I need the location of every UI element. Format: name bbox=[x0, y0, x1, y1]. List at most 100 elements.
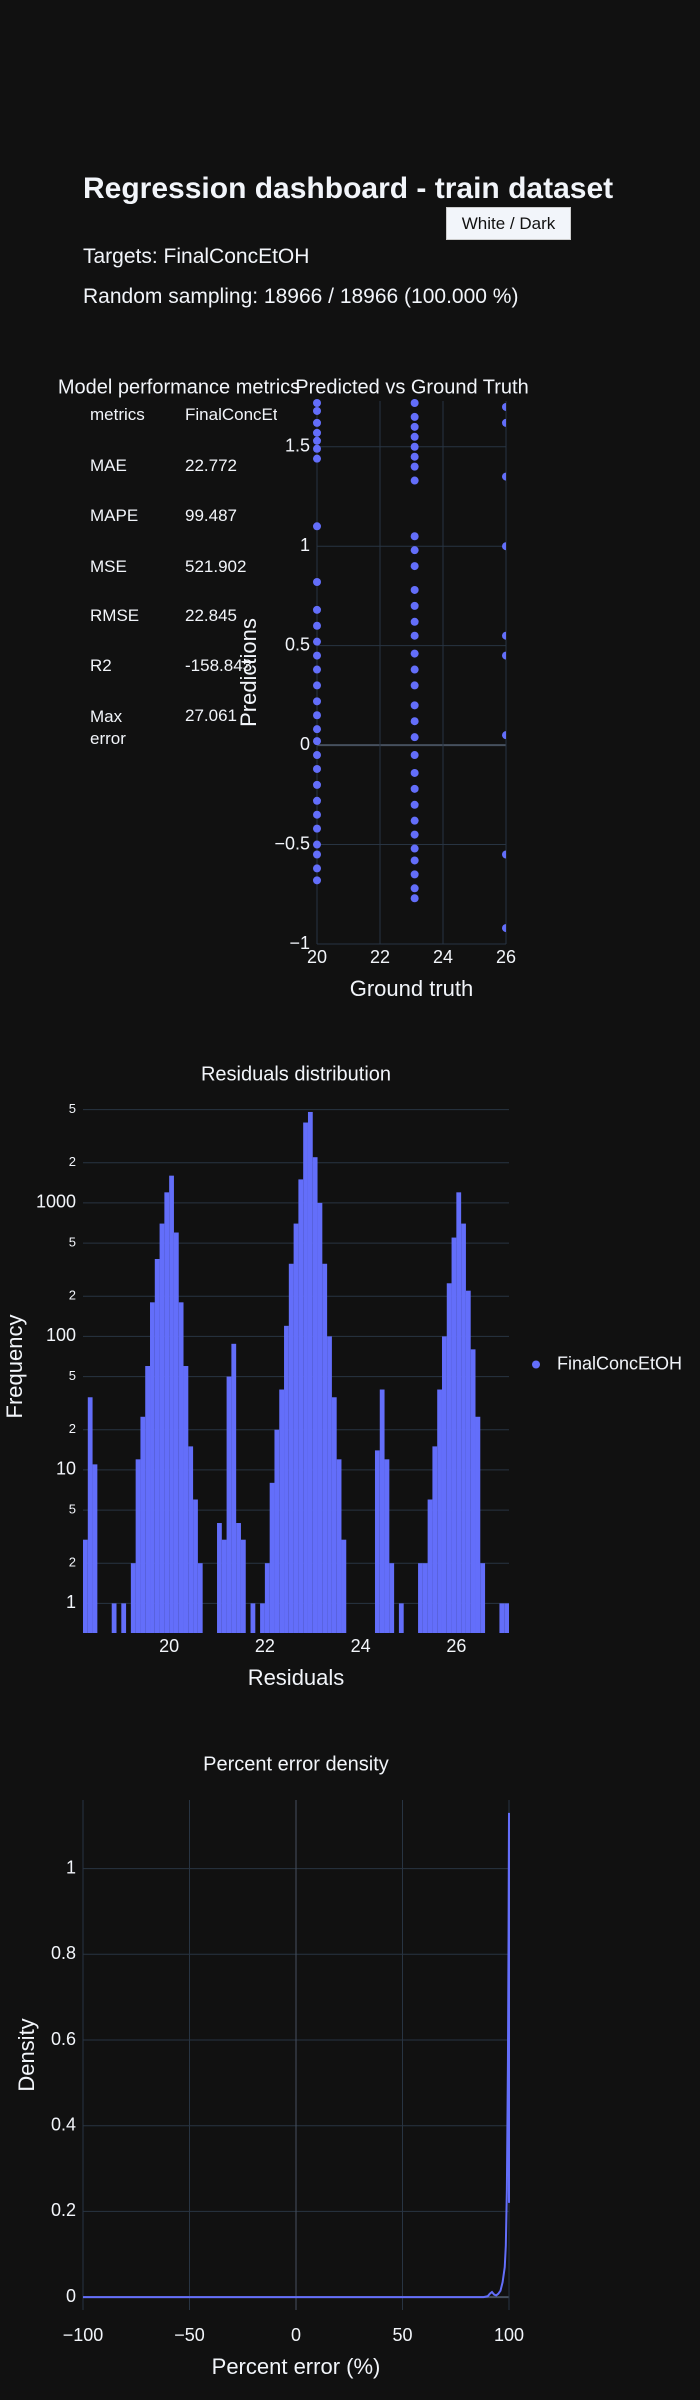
histogram-bar bbox=[145, 1366, 151, 1633]
metric-value: -158.843 bbox=[185, 656, 253, 675]
histogram-bar bbox=[221, 1539, 227, 1633]
point bbox=[313, 428, 321, 437]
y-tick-label: 2 bbox=[69, 1421, 76, 1436]
histogram-bar bbox=[422, 1563, 428, 1633]
point bbox=[410, 452, 419, 461]
point bbox=[410, 870, 419, 879]
point bbox=[410, 717, 419, 726]
y-tick-label: 0.2 bbox=[51, 2200, 76, 2220]
histogram-bar bbox=[303, 1122, 308, 1633]
histogram-bar bbox=[183, 1366, 189, 1633]
point bbox=[313, 522, 321, 531]
point bbox=[502, 402, 506, 411]
histogram-bar bbox=[475, 1416, 481, 1633]
histogram-bar bbox=[288, 1263, 294, 1633]
point bbox=[313, 444, 321, 453]
point bbox=[502, 731, 506, 740]
point bbox=[410, 894, 419, 903]
histogram-bar bbox=[341, 1539, 347, 1633]
metric-name: MAPE bbox=[90, 506, 139, 525]
point bbox=[410, 601, 419, 610]
histogram-bar bbox=[111, 1603, 117, 1633]
y-tick-label: 1 bbox=[66, 1592, 76, 1612]
metric-name: MSE bbox=[90, 557, 127, 576]
histogram-bar bbox=[470, 1349, 476, 1633]
metrics-title: Model performance metrics bbox=[58, 376, 300, 398]
point bbox=[410, 701, 419, 710]
histogram-bar bbox=[188, 1446, 194, 1633]
density-line bbox=[83, 1812, 510, 2299]
histogram-bar bbox=[312, 1157, 318, 1633]
histogram-bar bbox=[197, 1563, 203, 1633]
histogram-bar bbox=[398, 1603, 404, 1633]
histogram-bar bbox=[331, 1397, 337, 1633]
point bbox=[410, 412, 419, 421]
histogram-bar bbox=[284, 1325, 289, 1633]
histogram-bar bbox=[92, 1464, 98, 1633]
x-tick-label: 26 bbox=[496, 947, 516, 967]
point bbox=[313, 398, 321, 407]
y-tick-label: 1000 bbox=[36, 1192, 76, 1212]
x-tick-label: 0 bbox=[291, 2325, 301, 2345]
histogram-bar bbox=[456, 1192, 462, 1633]
y-tick-label: 5 bbox=[69, 1101, 76, 1116]
point bbox=[502, 631, 506, 640]
point bbox=[410, 784, 419, 793]
chart-title: Predicted vs Ground Truth bbox=[295, 376, 528, 398]
histogram-bar bbox=[269, 1482, 275, 1633]
point bbox=[410, 532, 419, 541]
histogram-bar bbox=[173, 1232, 179, 1633]
point bbox=[313, 737, 321, 746]
point bbox=[502, 542, 506, 551]
point bbox=[410, 585, 419, 594]
metric-name: RMSE bbox=[90, 606, 140, 625]
x-axis-title: Residuals bbox=[248, 1665, 345, 1690]
point bbox=[410, 830, 419, 839]
y-axis-title: Predictions bbox=[236, 618, 261, 727]
y-tick-label: 0 bbox=[66, 2286, 76, 2306]
point bbox=[410, 398, 419, 407]
metric-value: 521.902 bbox=[185, 557, 247, 576]
histogram-bar bbox=[427, 1499, 433, 1633]
point bbox=[313, 810, 321, 819]
point bbox=[313, 725, 321, 734]
points bbox=[313, 398, 506, 933]
legend-marker bbox=[532, 1360, 540, 1369]
x-tick-label: −100 bbox=[63, 2325, 104, 2345]
point bbox=[410, 462, 419, 471]
histogram-bar bbox=[379, 1389, 385, 1633]
point bbox=[410, 476, 419, 485]
histogram-bar bbox=[140, 1416, 146, 1633]
point bbox=[410, 631, 419, 640]
point bbox=[313, 454, 321, 463]
point bbox=[502, 924, 506, 933]
x-tick-label: 100 bbox=[494, 2325, 524, 2345]
histogram-bar bbox=[317, 1202, 323, 1633]
y-tick-label: 2 bbox=[69, 1288, 76, 1303]
theme-toggle-button[interactable]: White / Dark bbox=[446, 207, 571, 240]
histogram-bar bbox=[236, 1523, 241, 1633]
point bbox=[502, 472, 506, 481]
column-header: FinalConcEtOH bbox=[185, 405, 277, 424]
point bbox=[502, 850, 506, 859]
y-tick-label: 0.5 bbox=[285, 634, 310, 654]
histogram-bar bbox=[389, 1563, 395, 1633]
y-tick-label: 0.8 bbox=[51, 1943, 76, 1963]
metric-value: 22.845 bbox=[185, 606, 237, 625]
histogram-bar bbox=[504, 1603, 509, 1633]
metric-value: 99.487 bbox=[185, 506, 237, 525]
metric-value: 27.061 bbox=[185, 706, 237, 725]
histogram-bar bbox=[154, 1259, 160, 1633]
point bbox=[313, 780, 321, 789]
y-tick-label: 100 bbox=[46, 1325, 76, 1345]
point bbox=[410, 844, 419, 853]
point bbox=[410, 816, 419, 825]
histogram-bar bbox=[87, 1397, 93, 1633]
point bbox=[313, 665, 321, 674]
histogram-bar bbox=[178, 1302, 184, 1633]
point bbox=[410, 856, 419, 865]
point bbox=[313, 621, 321, 630]
point bbox=[313, 681, 321, 690]
point bbox=[410, 649, 419, 658]
